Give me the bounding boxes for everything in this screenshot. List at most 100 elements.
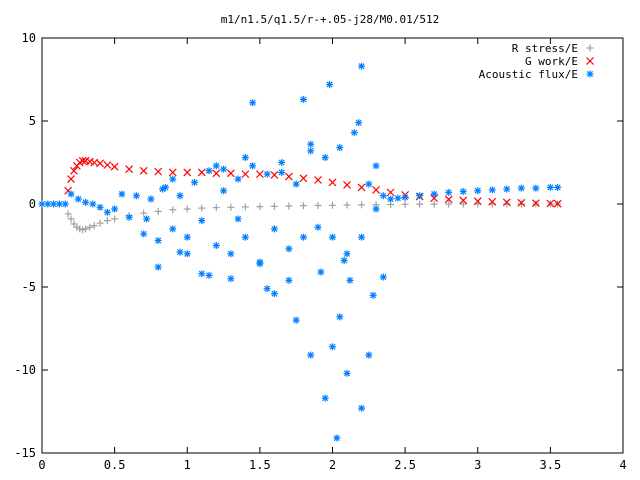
data-point xyxy=(329,201,336,209)
data-point xyxy=(74,195,82,203)
data-point xyxy=(554,183,562,191)
data-point xyxy=(125,165,134,174)
data-point xyxy=(299,202,307,210)
data-point xyxy=(212,204,220,212)
data-point xyxy=(263,285,271,293)
data-point xyxy=(343,369,351,377)
data-point xyxy=(517,184,525,192)
data-point xyxy=(292,180,300,188)
data-point xyxy=(183,233,191,241)
data-point xyxy=(474,187,482,195)
legend-marker xyxy=(586,57,594,65)
data-point xyxy=(357,183,366,192)
data-point xyxy=(103,217,111,225)
data-point xyxy=(111,215,119,223)
data-point xyxy=(416,200,424,208)
y-tick-label: -15 xyxy=(14,446,36,460)
data-point xyxy=(459,200,467,208)
data-point xyxy=(82,198,90,206)
data-point xyxy=(241,154,249,162)
data-point xyxy=(386,188,395,197)
data-point xyxy=(96,203,104,211)
chart-title: m1/n1.5/q1.5/r-+.05-j28/M0.01/512 xyxy=(221,13,440,26)
data-point xyxy=(67,190,75,198)
data-point xyxy=(226,169,235,178)
data-point xyxy=(444,195,453,204)
x-tick-label: 3.5 xyxy=(540,458,562,472)
y-tick-label: 5 xyxy=(29,114,36,128)
data-point xyxy=(198,270,206,278)
data-point xyxy=(205,271,213,279)
data-point xyxy=(220,187,228,195)
data-point xyxy=(86,223,94,231)
data-point xyxy=(183,168,192,177)
data-point xyxy=(140,230,148,238)
data-point xyxy=(340,256,348,264)
data-point xyxy=(517,200,525,208)
data-point xyxy=(270,171,279,179)
data-point xyxy=(139,166,148,175)
data-point xyxy=(307,351,315,359)
data-point xyxy=(299,233,307,241)
data-point xyxy=(299,174,308,183)
data-point xyxy=(90,222,98,230)
data-point xyxy=(317,268,325,276)
data-point xyxy=(336,144,344,152)
legend-label: G work/E xyxy=(525,55,578,68)
data-point xyxy=(96,219,104,227)
y-tick-label: 0 xyxy=(29,197,36,211)
x-tick-label: 2.5 xyxy=(394,458,416,472)
data-point xyxy=(321,154,329,162)
data-point xyxy=(314,176,322,184)
data-point xyxy=(343,201,351,209)
data-point xyxy=(369,291,377,299)
data-point xyxy=(329,343,336,351)
data-point xyxy=(314,201,322,209)
data-point xyxy=(227,275,235,283)
data-point xyxy=(532,184,540,192)
data-point xyxy=(553,199,562,208)
data-point xyxy=(430,200,438,208)
data-point xyxy=(220,165,228,173)
data-point xyxy=(285,202,293,210)
data-point xyxy=(176,248,184,256)
data-point xyxy=(169,175,177,183)
data-point xyxy=(503,185,511,193)
data-point xyxy=(365,180,373,188)
data-point xyxy=(132,192,140,200)
x-tick-label: 1.5 xyxy=(249,458,271,472)
data-point xyxy=(445,200,453,208)
y-tick-label: 10 xyxy=(22,31,36,45)
plot-frame xyxy=(41,37,624,454)
series-0 xyxy=(64,200,562,234)
legend-marker xyxy=(586,70,594,78)
data-point xyxy=(154,167,163,176)
data-point xyxy=(212,162,220,170)
data-point xyxy=(67,215,75,223)
data-point xyxy=(263,170,271,178)
data-point xyxy=(546,199,555,208)
data-point xyxy=(110,162,119,171)
data-point xyxy=(38,200,46,208)
data-point xyxy=(343,250,351,258)
data-point xyxy=(61,200,69,208)
data-point xyxy=(531,199,540,208)
data-point xyxy=(459,196,468,205)
data-point xyxy=(372,162,380,170)
data-point xyxy=(416,192,424,200)
series-2 xyxy=(38,62,562,442)
data-point xyxy=(270,290,278,298)
data-point xyxy=(78,156,87,165)
data-point xyxy=(387,195,395,203)
data-point xyxy=(333,434,341,442)
data-point xyxy=(546,183,554,191)
data-point xyxy=(270,202,278,210)
data-point xyxy=(205,167,213,175)
data-point xyxy=(358,404,366,412)
data-point xyxy=(212,169,221,178)
x-tick-label: 4 xyxy=(619,458,626,472)
data-point xyxy=(234,175,242,183)
legend-label: R stress/E xyxy=(512,42,578,55)
x-tick-label: 0.5 xyxy=(104,458,126,472)
data-point xyxy=(326,80,334,88)
